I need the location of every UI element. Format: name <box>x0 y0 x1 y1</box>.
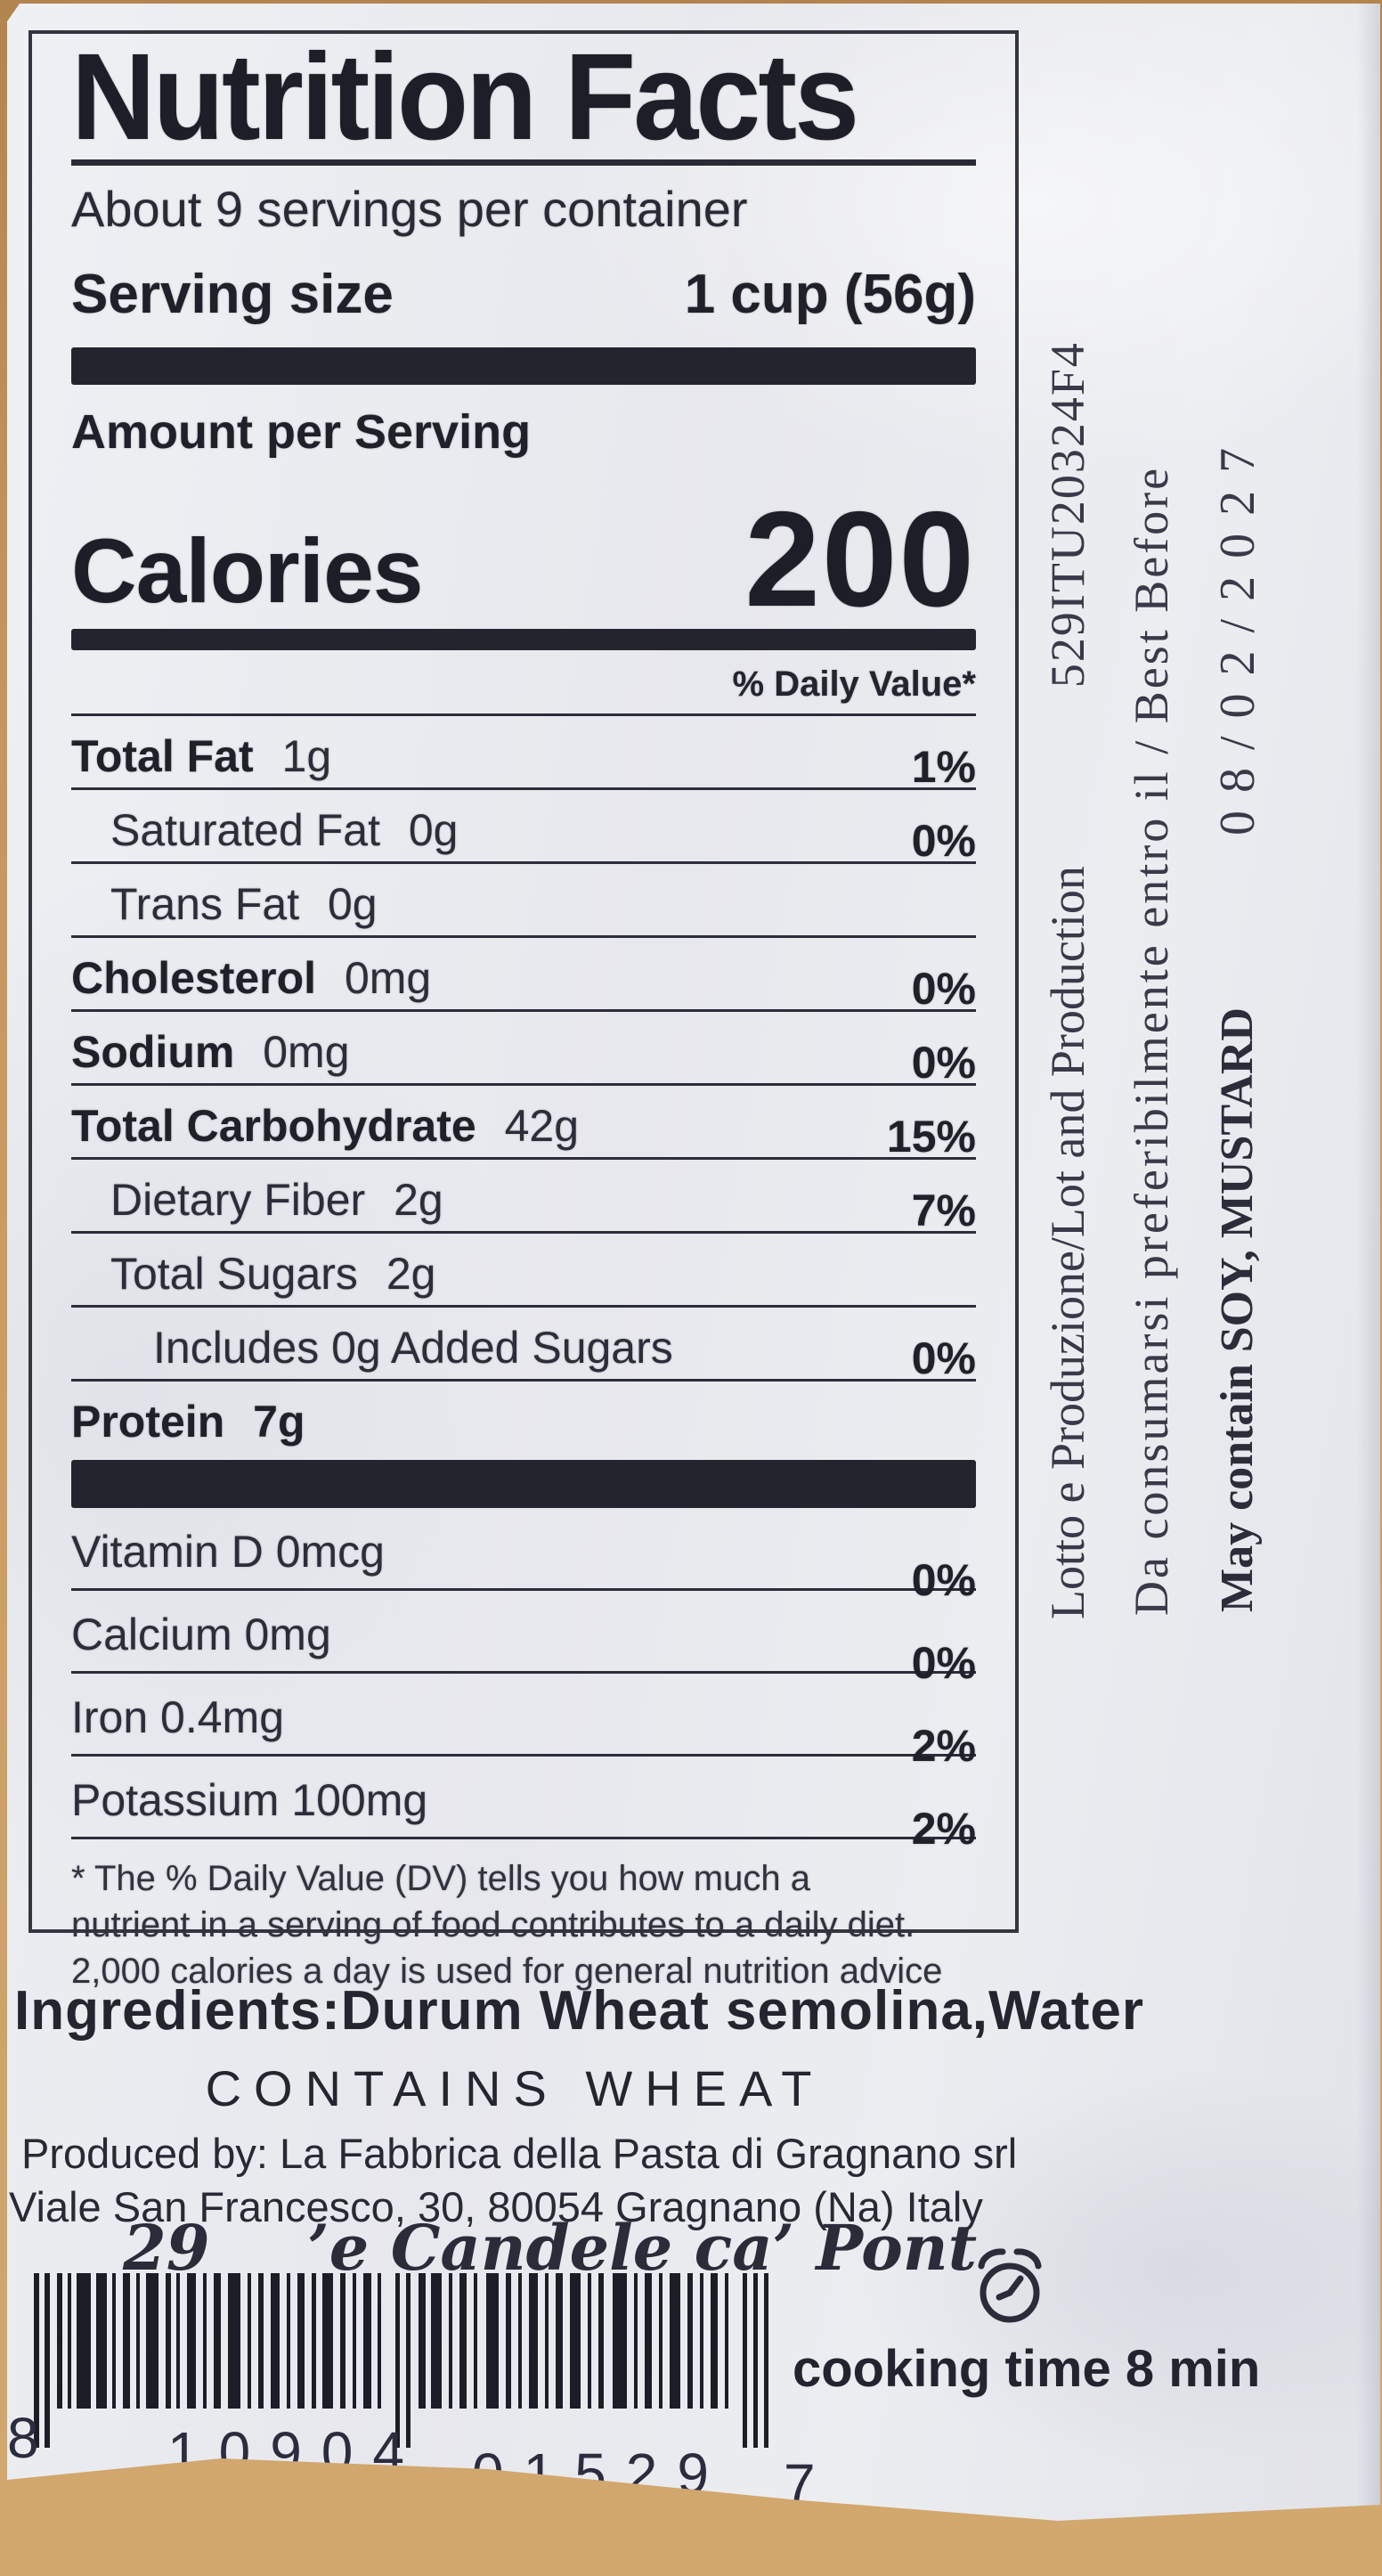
nutrient-amount: 0mg <box>263 1026 350 1077</box>
servings-per-container: About 9 servings per container <box>71 180 748 237</box>
nutrient-amount: 1g <box>281 730 332 781</box>
lot-label: Lotto e Produzione/Lot and Production <box>1041 866 1094 1619</box>
producer-line-2: Viale San Francesco, 30, 80054 Gragnano … <box>9 2183 983 2230</box>
best-before-date-vertical-text: 08/02/2027 <box>1210 429 1265 836</box>
micro-name: Potassium 100mg <box>71 1774 428 1825</box>
nutrient-row-protein: Protein 7g <box>71 1382 976 1453</box>
nutrient-amount: 0g <box>408 804 459 855</box>
barcode <box>34 2273 800 2451</box>
nutrient-amount: 42g <box>504 1100 580 1151</box>
calories-row: Calories 200 <box>71 492 976 627</box>
micro-name: Vitamin D 0mcg <box>71 1526 385 1577</box>
micro-name: Iron 0.4mg <box>71 1692 285 1742</box>
nutrient-pct: 7% <box>911 1185 976 1235</box>
thick-divider <box>71 1459 976 1508</box>
nutrient-name: Protein <box>71 1396 225 1447</box>
nutrient-amount: 0mg <box>344 952 432 1003</box>
micro-row-potassium: Potassium 100mg 2% <box>71 1757 976 1854</box>
may-contain-vertical-text: May contain SOY, MUSTARD <box>1212 1007 1263 1612</box>
barcode-digit-left: 8 <box>7 2406 39 2470</box>
product-number: 29 <box>123 2211 210 2285</box>
calories-value: 200 <box>744 483 976 635</box>
nutrient-row-total-carbohydrate: Total Carbohydrate 42g 15% <box>71 1086 976 1162</box>
cooking-time-text: cooking time 8 min <box>793 2340 1261 2398</box>
calories-divider <box>71 628 976 650</box>
barcode-group-right: 01529 <box>472 2441 728 2506</box>
nutrient-amount: 2g <box>394 1174 443 1225</box>
daily-value-header: % Daily Value* <box>71 664 976 716</box>
barcode-digit-right: 7 <box>784 2452 816 2516</box>
nutrition-facts-title: Nutrition Facts <box>71 29 859 166</box>
footnote-line: * The % Daily Value (DV) tells you how m… <box>71 1858 810 1898</box>
thick-divider <box>71 346 976 385</box>
micro-pct: 2% <box>911 1720 976 1771</box>
pasta-package-label: Nutrition Facts About 9 servings per con… <box>7 4 1380 2521</box>
nutrient-row-dietary-fiber: Dietary Fiber 2g 7% <box>71 1160 976 1235</box>
micro-row-vitamin-d: Vitamin D 0mcg 0% <box>71 1508 976 1605</box>
product-name-script: 29 ’e Candele ca’ Pont <box>123 2211 977 2285</box>
micro-name: Calcium 0mg <box>71 1609 331 1659</box>
nutrient-amount: 0g <box>328 878 378 929</box>
micro-pct: 2% <box>911 1803 976 1854</box>
footnote-line: 2,000 calories a day is used for general… <box>71 1951 943 1991</box>
nutrient-name: Total Carbohydrate <box>71 1100 476 1151</box>
nutrient-name: Dietary Fiber <box>110 1174 366 1225</box>
nutrient-name: Saturated Fat <box>110 804 380 855</box>
micro-pct: 0% <box>911 1554 976 1605</box>
serving-size-row: Serving size 1 cup (56g) <box>71 263 976 326</box>
nutrient-name: Cholesterol <box>71 952 317 1003</box>
micro-row-iron: Iron 0.4mg 2% <box>71 1674 976 1771</box>
nutrient-amount: 7g <box>253 1396 305 1447</box>
best-before-vertical-text: Da consumarsi preferibilmente entro il /… <box>1125 465 1178 1616</box>
nutrient-row-trans-fat: Trans Fat 0g <box>71 864 976 938</box>
nutrient-row-saturated-fat: Saturated Fat 0g 0% <box>71 790 976 866</box>
producer-line-1: Produced by: La Fabbrica della Pasta di … <box>21 2130 1018 2177</box>
allergen-statement: CONTAINS WHEAT <box>205 2060 825 2116</box>
serving-size-label: Serving size <box>71 263 394 325</box>
nutrient-pct: 15% <box>886 1111 976 1162</box>
nutrient-amount: 2g <box>386 1248 436 1299</box>
nutrient-row-sodium: Sodium 0mg 0% <box>71 1012 976 1088</box>
product-name: ’e Candele ca’ Pont <box>307 2211 978 2285</box>
lot-code: 529ITU20324F4 <box>1041 341 1094 689</box>
ingredients-text: Ingredients:Durum Wheat semolina,Water <box>14 1980 1144 2042</box>
nutrient-name: Total Sugars <box>110 1248 358 1299</box>
amount-per-serving: Amount per Serving <box>71 404 532 459</box>
nutrient-pct: 0% <box>911 815 976 866</box>
title-rule <box>71 159 976 166</box>
nutrient-row-total-fat: Total Fat 1g 1% <box>71 716 976 792</box>
nutrient-row-added-sugars: Includes 0g Added Sugars 0% <box>71 1308 976 1383</box>
nutrition-facts-panel: Nutrition Facts About 9 servings per con… <box>28 29 1019 1991</box>
nutrient-name: Trans Fat <box>110 878 300 929</box>
nutrient-row-total-sugars: Total Sugars 2g <box>71 1234 976 1308</box>
daily-value-footnote: * The % Daily Value (DV) tells you how m… <box>71 1855 976 1994</box>
nutrient-name: Sodium <box>71 1026 235 1077</box>
nutrient-name: Total Fat <box>71 730 254 781</box>
footnote-line: nutrient in a serving of food contribute… <box>71 1904 915 1944</box>
nutrient-pct: 0% <box>911 1037 976 1088</box>
nutrient-pct: 0% <box>911 963 976 1014</box>
alarm-clock-icon <box>967 2241 1053 2338</box>
barcode-group-left: 10904 <box>167 2420 424 2484</box>
nutrient-pct: 0% <box>911 1333 976 1383</box>
micro-pct: 0% <box>911 1637 976 1688</box>
lot-production-vertical-text: Lotto e Produzione/Lot and Production 529… <box>1040 341 1095 1619</box>
calories-label: Calories <box>71 519 424 622</box>
nutrient-name: Includes 0g Added Sugars <box>153 1322 673 1373</box>
nutrient-row-cholesterol: Cholesterol 0mg 0% <box>71 938 976 1014</box>
barcode-bars <box>34 2273 768 2448</box>
serving-size-value: 1 cup (56g) <box>684 263 976 325</box>
nutrient-pct: 1% <box>911 741 976 792</box>
micro-row-calcium: Calcium 0mg 0% <box>71 1591 976 1688</box>
